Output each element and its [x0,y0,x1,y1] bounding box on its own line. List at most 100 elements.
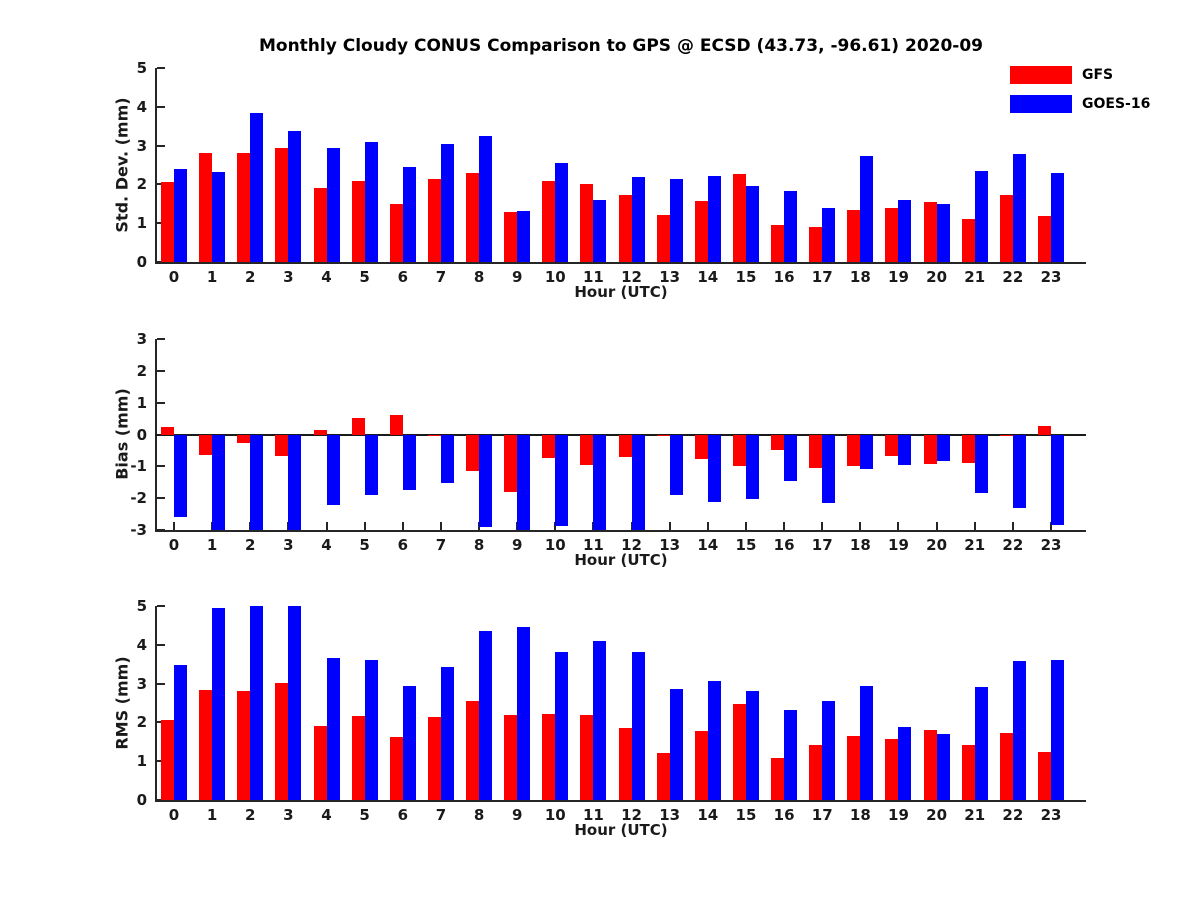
bar-goes-16-h10 [555,652,569,800]
x-tick-label: 14 [697,536,719,554]
bar-goes-16-h19 [898,434,912,466]
x-tick-label: 2 [245,268,256,286]
y-tick-label: 4 [136,97,147,116]
bar-gfs-h3 [275,147,289,262]
bar-gfs-h10 [542,714,556,800]
x-tick-label: 18 [849,806,871,824]
bar-goes-16-h4 [326,434,340,505]
x-tick-label: 7 [435,806,447,824]
x-tick-label: 7 [435,536,447,554]
x-tick-label: 15 [735,268,757,286]
y-axis-line [155,339,157,532]
x-tick-label: 11 [582,268,604,286]
y-tick-label: 1 [136,393,147,412]
x-tick [439,522,442,530]
x-tick-label: 23 [1040,268,1062,286]
bar-goes-16-h22 [1012,154,1026,262]
y-tick [157,369,165,372]
bar-gfs-h2 [237,434,251,444]
bar-gfs-h15 [732,434,746,467]
y-axis-line [155,606,157,802]
x-tick-label: 20 [926,268,948,286]
x-tick-label: 5 [359,268,370,286]
y-tick-label: 3 [136,136,147,155]
x-tick-label: 21 [964,268,986,286]
x-tick [783,522,786,530]
legend-swatch-gfs [1010,66,1072,84]
bar-gfs-h7 [427,178,441,262]
x-tick-label: 0 [168,536,180,554]
x-tick-label: 9 [511,536,523,554]
bar-gfs-h8 [466,172,480,262]
x-tick-label: 21 [964,806,986,824]
legend-label-goes16: GOES-16 [1082,96,1151,112]
bar-gfs-h7 [427,716,441,800]
bar-goes-16-h5 [364,434,378,495]
bar-gfs-h22 [999,434,1013,437]
bar-goes-16-h19 [898,727,912,800]
bar-goes-16-h11 [593,434,607,530]
x-tick-label: 8 [473,536,485,554]
bar-goes-16-h12 [631,176,645,262]
bar-goes-16-h17 [822,208,836,262]
bar-gfs-h23 [1038,752,1051,800]
bar-gfs-h1 [199,153,213,262]
x-tick-label: 20 [926,806,948,824]
bar-goes-16-h21 [974,686,988,800]
bar-gfs-h5 [351,180,365,262]
bar-gfs-h16 [771,225,785,262]
x-tick-label: 4 [321,806,332,824]
x-tick [821,522,824,530]
bar-gfs-h21 [961,745,975,800]
x-tick [325,522,328,530]
plot-area-bias: -3 -2 -1 0 1 2 3 0 1 2 3 4 5 6 7 8 9 10 11 12 13 14 15 16 17 18 19… [130,330,1086,554]
x-tick-label: 22 [1002,268,1024,286]
bar-gfs-h15 [732,173,746,262]
bar-goes-16-h21 [974,170,988,262]
x-tick-label: 12 [621,806,642,824]
x-tick-label: 14 [697,268,719,286]
bar-gfs-h4 [313,725,327,800]
x-tick-label: 12 [621,268,642,286]
ylabel-rms: RMS (mm) [112,656,132,750]
x-tick-label: 0 [168,806,180,824]
y-tick-label: 0 [136,253,147,271]
y-tick [157,401,165,404]
bar-goes-16-h17 [822,700,836,800]
bar-goes-16-h1 [212,171,226,262]
bar-gfs-h12 [618,434,632,458]
bar-gfs-h23 [1038,425,1051,435]
bar-gfs-h14 [694,434,708,460]
bar-gfs-h9 [504,714,518,800]
bar-gfs-h12 [618,727,632,800]
bar-gfs-h22 [999,733,1013,800]
ylabel-stddev: Std. Dev. (mm) [112,97,132,233]
x-tick-label: 10 [544,268,566,286]
figure-title: Monthly Cloudy CONUS Comparison to GPS @… [258,36,984,56]
bar-gfs-h13 [656,434,670,437]
bar-goes-16-h13 [669,434,683,495]
bar-gfs-h20 [923,434,937,465]
bar-goes-16-h17 [822,434,836,503]
x-tick-label: 1 [206,536,218,554]
bar-goes-16-h20 [936,734,950,800]
bar-goes-16-h9 [517,627,531,800]
bar-goes-16-h6 [402,685,416,800]
bar-gfs-h0 [161,182,174,262]
x-tick [897,522,900,530]
bar-gfs-h10 [542,434,556,458]
bar-gfs-h2 [237,690,251,800]
x-tick-label: 10 [544,536,566,554]
bar-goes-16-h11 [593,199,607,262]
bar-gfs-h18 [847,210,861,262]
bar-gfs-h15 [732,704,746,800]
x-tick [973,522,976,530]
bar-gfs-h13 [656,215,670,262]
x-tick [1011,522,1014,530]
bar-goes-16-h0 [174,434,187,518]
x-tick-label: 19 [888,806,909,824]
x-tick-label: 8 [473,268,485,286]
bar-gfs-h11 [580,434,594,465]
bar-gfs-h22 [999,195,1013,262]
x-tick-label: 16 [773,536,795,554]
